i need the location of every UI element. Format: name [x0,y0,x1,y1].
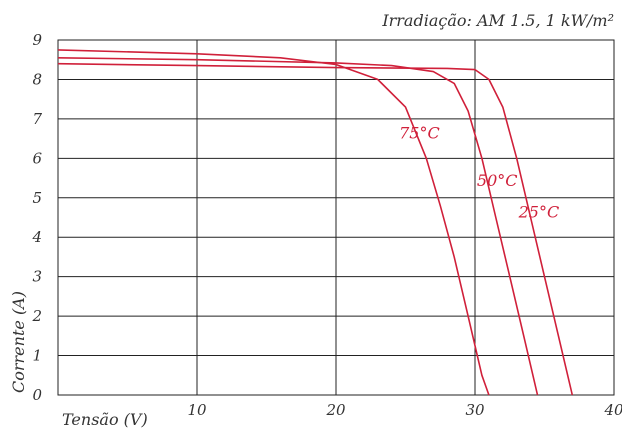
y-tick-label: 1 [32,347,42,365]
x-tick-label: 20 [325,401,346,419]
y-tick-label: 0 [32,386,42,404]
x-tick-label: 40 [603,401,622,419]
y-tick-label: 3 [32,268,42,286]
series-label-0: 25°C [518,203,560,222]
series-line-1 [57,57,539,396]
tick-layer: 0 1 2 3 4 5 6 7 8 9 10 20 30 40 [31,31,622,419]
y-tick-label: 8 [32,70,42,88]
chart-subtitle: Irradiação: AM 1.5, 1 kW/m² [381,11,614,30]
y-tick-label: 7 [32,110,42,128]
x-tick-label: 30 [465,401,485,419]
series-label-1: 50°C [477,171,518,190]
y-axis-title: Corrente (A) [9,291,28,393]
grid-layer [57,39,615,396]
series-line-0 [57,62,574,396]
series-label-2: 75°C [399,124,440,143]
x-axis-title: Tensão (V) [62,410,148,429]
y-tick-label: 5 [32,189,42,207]
line-layer [57,49,574,396]
series-label-layer: 25°C50°C 75°C [399,124,559,222]
y-tick-label: 9 [32,31,42,49]
y-tick-label: 6 [32,149,42,167]
x-tick-label: 10 [187,401,207,419]
series-line-2 [57,49,490,396]
text-layer: Irradiação: AM 1.5, 1 kW/m² Tensão (V) C… [9,11,614,429]
y-tick-label: 4 [31,228,42,246]
y-tick-label: 2 [31,307,42,325]
